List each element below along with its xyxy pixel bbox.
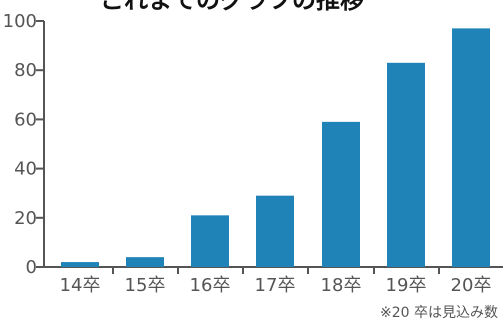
x-tick-label: 14卒	[60, 275, 101, 296]
x-tick-label: 18卒	[321, 275, 362, 296]
bar-series	[61, 28, 490, 267]
x-tick-label: 20卒	[451, 275, 492, 296]
y-tick-label: 20	[14, 208, 37, 229]
bar-15卒	[126, 257, 164, 267]
y-tick-label: 60	[14, 109, 37, 130]
y-axis-ticks: 0 20 40 60 80 100	[3, 11, 44, 278]
bar-18卒	[322, 121, 360, 267]
bar-20卒	[452, 28, 490, 267]
y-tick-label: 0	[26, 257, 37, 278]
y-tick-label: 40	[14, 159, 37, 180]
x-tick-label: 17卒	[255, 275, 296, 296]
y-tick-label: 80	[14, 60, 37, 81]
bar-16卒	[191, 215, 229, 267]
y-tick-label: 100	[3, 11, 37, 32]
x-tick-label: 19卒	[386, 275, 427, 296]
bar-14卒	[61, 262, 99, 267]
x-axis-ticks: 14卒 15卒 16卒 17卒 18卒 19卒 20卒	[60, 267, 492, 296]
x-tick-label: 15卒	[125, 275, 166, 296]
bar-19卒	[387, 62, 425, 267]
chart-note: ※20 卒は見込み数	[380, 305, 498, 321]
bar-17卒	[256, 195, 294, 267]
x-tick-label: 16卒	[190, 275, 231, 296]
chart-title: これまでのグラフの推移	[100, 0, 364, 14]
